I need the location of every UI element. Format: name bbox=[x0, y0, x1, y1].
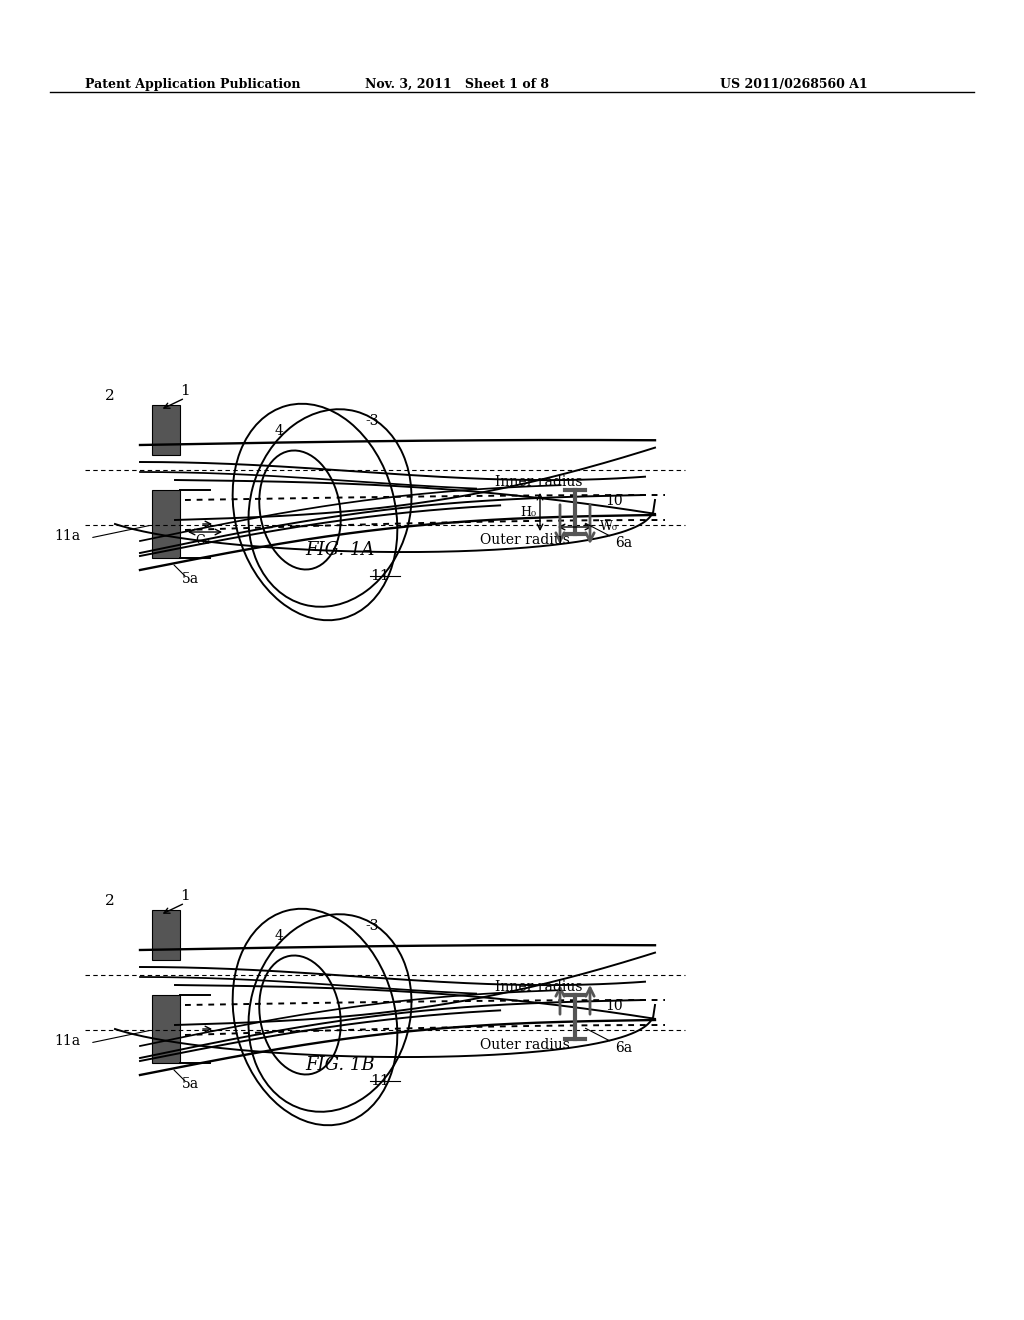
Text: 2: 2 bbox=[105, 894, 115, 908]
Bar bbox=[152, 995, 180, 1063]
Text: 4: 4 bbox=[275, 424, 284, 438]
Text: 10: 10 bbox=[605, 494, 623, 508]
Text: Inner radius: Inner radius bbox=[495, 979, 583, 994]
Text: 5a: 5a bbox=[182, 1077, 199, 1092]
Text: W₀: W₀ bbox=[600, 520, 617, 533]
Text: 6a: 6a bbox=[586, 1028, 632, 1055]
Text: 11a: 11a bbox=[54, 1034, 80, 1048]
Text: Outer radius: Outer radius bbox=[480, 1038, 570, 1052]
Text: Nov. 3, 2011   Sheet 1 of 8: Nov. 3, 2011 Sheet 1 of 8 bbox=[365, 78, 549, 91]
Bar bbox=[152, 490, 180, 558]
Text: 5a: 5a bbox=[182, 572, 199, 586]
Text: Outer radius: Outer radius bbox=[480, 533, 570, 546]
Text: 10: 10 bbox=[605, 999, 623, 1012]
Text: 11: 11 bbox=[371, 1074, 390, 1088]
Text: 4: 4 bbox=[275, 929, 284, 942]
Text: 11a: 11a bbox=[54, 529, 80, 543]
Text: FIG. 1A: FIG. 1A bbox=[305, 541, 375, 558]
Bar bbox=[152, 405, 180, 455]
Text: C₀: C₀ bbox=[195, 535, 210, 546]
Text: Inner radius: Inner radius bbox=[495, 475, 583, 488]
Text: -3: -3 bbox=[365, 414, 379, 428]
Bar bbox=[152, 909, 180, 960]
Text: H₀: H₀ bbox=[520, 506, 536, 519]
Text: 11: 11 bbox=[371, 569, 390, 583]
Text: US 2011/0268560 A1: US 2011/0268560 A1 bbox=[720, 78, 867, 91]
Text: 1: 1 bbox=[180, 384, 189, 399]
Text: 6a: 6a bbox=[586, 523, 632, 550]
Text: -3: -3 bbox=[365, 919, 379, 933]
Text: FIG. 1B: FIG. 1B bbox=[305, 1056, 375, 1074]
Text: Patent Application Publication: Patent Application Publication bbox=[85, 78, 300, 91]
Text: 2: 2 bbox=[105, 389, 115, 403]
Text: 1: 1 bbox=[180, 888, 189, 903]
